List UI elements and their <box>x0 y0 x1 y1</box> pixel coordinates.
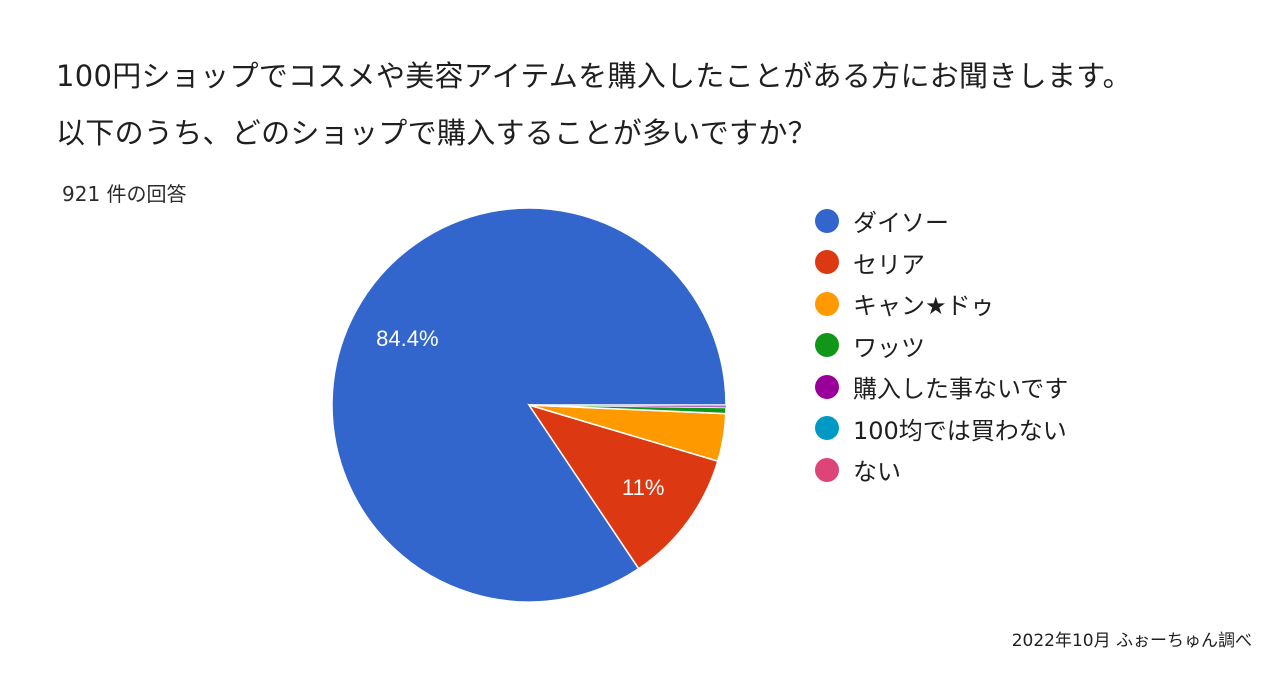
chart-legend: ダイソーセリアキャン★ドゥ ワッツ購入した事ないです 100均では買わない ない <box>815 200 1068 491</box>
pie-slice-1 <box>331 207 727 603</box>
legend-swatch-7 <box>815 457 839 482</box>
legend-label-3: キャン★ドゥ <box>853 292 995 321</box>
legend-label-1: ダイソー <box>853 209 949 238</box>
legend-label-2: セリア <box>853 250 925 279</box>
pie-slice-2 <box>527 403 719 570</box>
legend-item-1: ダイソー <box>815 200 1068 242</box>
legend-label-5: 購入した事ないです <box>853 375 1069 404</box>
title-line-2: 以下のうち、どのショップで購入することが多いですか？ <box>56 116 817 150</box>
legend-item-5: 購入した事ないです <box>815 366 1068 408</box>
legend-item-4: ワッツ <box>815 325 1068 367</box>
title-line-1: 100円ショップでコスメや美容アイテムを購入したことがある方にお聞きします。 <box>56 59 1132 93</box>
pie-slice-7 <box>528 404 727 406</box>
legend-item-7: ない <box>815 449 1068 491</box>
response-count: 921 件の回答 <box>62 182 187 206</box>
legend-label-4: ワッツ <box>853 333 925 362</box>
legend-label-7: ない <box>853 458 901 487</box>
legend-swatch-1 <box>815 208 839 233</box>
legend-item-2: セリア <box>815 242 1068 284</box>
slice-label-1: 84.4% <box>376 326 438 351</box>
slice-label-2: 11% <box>622 475 664 500</box>
legend-item-6: 100均では買わない <box>815 408 1068 450</box>
legend-swatch-5 <box>815 374 839 399</box>
source-credit: 2022年10月 ふぉーちゅん調べ <box>1011 631 1252 651</box>
legend-swatch-2 <box>815 250 839 275</box>
legend-swatch-6 <box>815 416 839 441</box>
legend-swatch-3 <box>815 291 839 316</box>
legend-item-3: キャン★ドゥ <box>815 283 1068 325</box>
legend-label-6: 100均では買わない <box>853 416 1067 445</box>
legend-swatch-4 <box>815 333 839 358</box>
chart-title: 100円ショップでコスメや美容アイテムを購入したことがある方にお聞きします。 以… <box>56 48 1256 162</box>
